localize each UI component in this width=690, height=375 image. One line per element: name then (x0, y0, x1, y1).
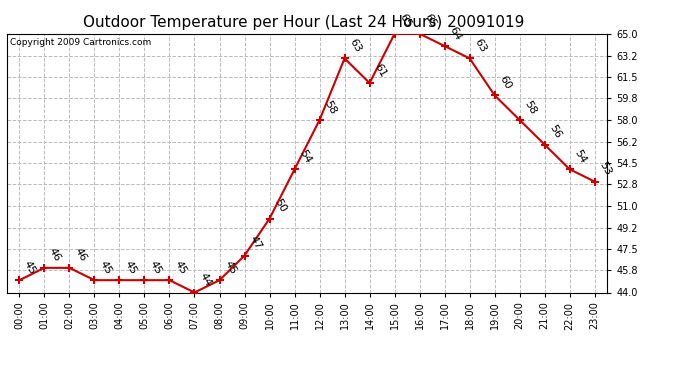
Text: 46: 46 (72, 246, 88, 264)
Text: 60: 60 (497, 74, 513, 91)
Text: 63: 63 (347, 37, 363, 54)
Text: 54: 54 (573, 148, 588, 165)
Text: 53: 53 (598, 160, 613, 177)
Text: 54: 54 (297, 148, 313, 165)
Text: 50: 50 (273, 197, 288, 214)
Text: 45: 45 (172, 259, 188, 276)
Text: 58: 58 (522, 99, 538, 116)
Text: Outdoor Temperature per Hour (Last 24 Hours) 20091019: Outdoor Temperature per Hour (Last 24 Ho… (83, 15, 524, 30)
Text: 47: 47 (247, 234, 263, 251)
Text: 45: 45 (222, 259, 238, 276)
Text: 46: 46 (47, 246, 63, 264)
Text: 56: 56 (547, 123, 563, 141)
Text: 65: 65 (422, 12, 438, 30)
Text: 45: 45 (97, 259, 113, 276)
Text: 63: 63 (473, 37, 488, 54)
Text: 61: 61 (373, 62, 388, 79)
Text: 64: 64 (447, 25, 463, 42)
Text: Copyright 2009 Cartronics.com: Copyright 2009 Cartronics.com (10, 38, 151, 46)
Text: 45: 45 (147, 259, 163, 276)
Text: 45: 45 (22, 259, 38, 276)
Text: 65: 65 (397, 12, 413, 30)
Text: 45: 45 (122, 259, 138, 276)
Text: 44: 44 (197, 271, 213, 288)
Text: 58: 58 (322, 99, 338, 116)
